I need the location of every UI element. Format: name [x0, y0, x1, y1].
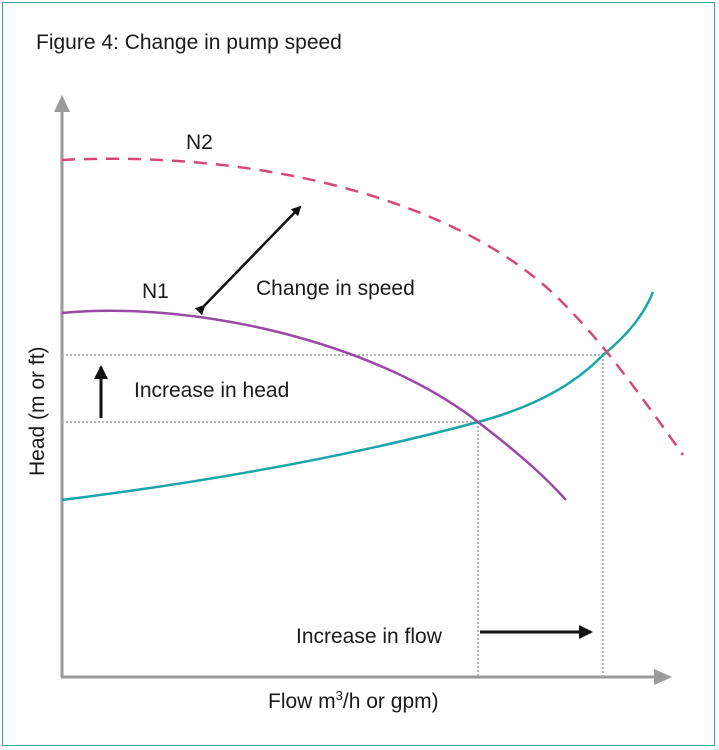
n1-pump-curve [61, 309, 567, 501]
change-in-speed-arrow [194, 205, 302, 316]
x-axis-arrowhead [654, 669, 672, 685]
figure-title: Figure 4: Change in pump speed [36, 31, 342, 54]
increase-in-flow-label: Increase in flow [296, 625, 443, 648]
x-axis-label: Flow m3/h or gpm) [268, 688, 439, 713]
change-in-speed-label: Change in speed [256, 277, 415, 300]
n2-label: N2 [186, 131, 213, 154]
n2-pump-curve [61, 157, 685, 456]
system-curve [61, 291, 655, 502]
y-axis-arrowhead [54, 95, 70, 112]
n1-label: N1 [142, 280, 169, 303]
increase-in-head-label: Increase in head [134, 379, 289, 402]
y-axis-label: Head (m or ft) [26, 346, 49, 476]
